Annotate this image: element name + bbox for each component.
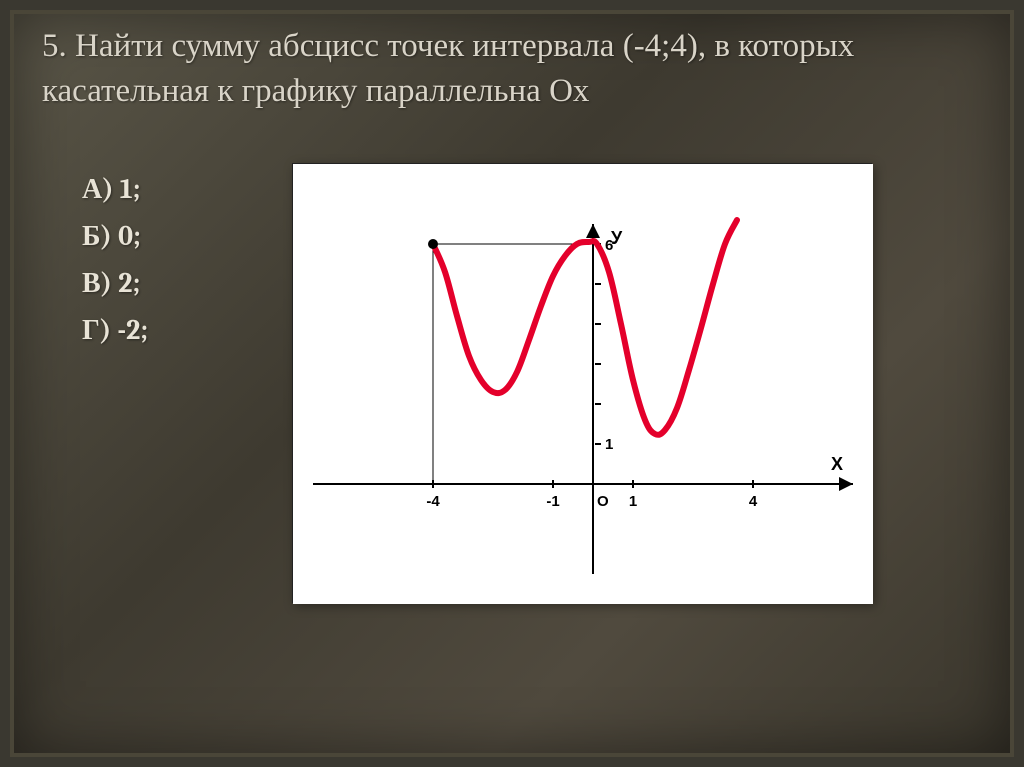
content-row: А) 1; Б) 0; В) 2; Г) -2; -4-114О16УX — [42, 163, 982, 603]
answer-c: В) 2; — [82, 267, 252, 300]
svg-text:О: О — [597, 493, 609, 510]
chart-svg: -4-114О16УX — [293, 164, 873, 604]
function-chart: -4-114О16УX — [292, 163, 872, 603]
answer-d: Г) -2; — [82, 314, 252, 347]
svg-text:1: 1 — [629, 493, 637, 510]
svg-text:У: У — [611, 228, 623, 248]
question-text: 5. Найти сумму абсцисс точек интервала (… — [42, 24, 982, 113]
answer-a: А) 1; — [82, 173, 252, 206]
svg-text:4: 4 — [749, 493, 758, 510]
answer-list: А) 1; Б) 0; В) 2; Г) -2; — [82, 173, 252, 347]
svg-text:-1: -1 — [546, 493, 559, 510]
svg-text:1: 1 — [605, 436, 613, 453]
svg-text:-4: -4 — [426, 493, 440, 510]
svg-text:X: X — [831, 454, 843, 474]
slide-frame: 5. Найти сумму абсцисс точек интервала (… — [10, 10, 1014, 757]
answer-b: Б) 0; — [82, 220, 252, 253]
